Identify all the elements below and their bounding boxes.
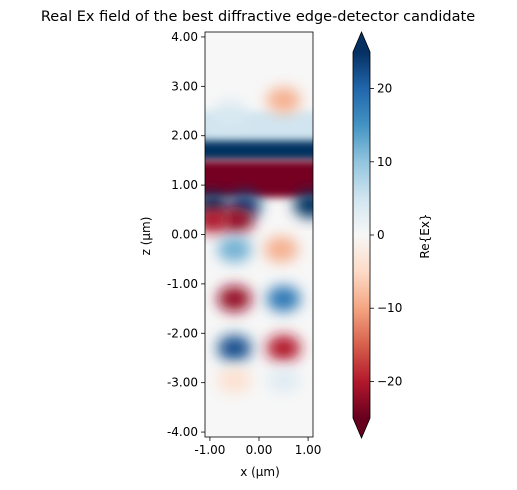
colorbar: [352, 30, 371, 440]
colorbar-outline: [352, 30, 371, 440]
field-lobe-4: [212, 100, 247, 127]
field-lobe-8: [219, 206, 254, 233]
colorbar-tick-label: −10: [377, 301, 402, 315]
y-tick-label: 0.00: [171, 228, 198, 242]
chart-title: Real Ex field of the best diffractive ed…: [41, 9, 475, 25]
y-axis-label: z (µm): [139, 217, 153, 256]
x-axis-label: x (µm): [240, 465, 280, 479]
y-tick-label: 1.00: [171, 178, 198, 192]
field-lobe-17: [266, 367, 301, 394]
colorbar-extend-min: [353, 418, 370, 438]
colorbar-label: Re{Ex}: [418, 213, 432, 258]
field-band-1: [205, 160, 313, 198]
field-lobe-7: [293, 191, 313, 218]
colorbar-extend-max: [353, 32, 370, 52]
field-lobe-3: [266, 87, 301, 114]
y-tick-label: -4.00: [167, 425, 198, 439]
y-tick-label: 3.00: [171, 79, 198, 93]
y-tick-label: -1.00: [167, 277, 198, 291]
field-lobe-12: [217, 285, 252, 312]
field-lobe-15: [266, 335, 301, 362]
colorbar-tick-label: 0: [377, 228, 385, 242]
colorbar-tick-label: 20: [377, 82, 392, 96]
heatmap-image: [205, 32, 313, 437]
colorbar-ticks: 20 10 0 −10 −20: [370, 82, 402, 388]
y-tick-label: -2.00: [167, 326, 198, 340]
field-lobe-10: [217, 236, 252, 263]
y-tick-label: -3.00: [167, 376, 198, 390]
y-tick-label: 4.00: [171, 30, 198, 44]
field-lobe-13: [266, 285, 301, 312]
y-tick-label: 2.00: [171, 129, 198, 143]
x-tick-label: -1.00: [194, 443, 225, 457]
x-tick-label: 0.00: [246, 443, 273, 457]
field-lobe-16: [217, 367, 252, 394]
field-lobe-14: [217, 335, 252, 362]
x-axis: -1.00 0.00 1.00: [194, 437, 321, 457]
field-lobe-9: [205, 206, 230, 233]
colorbar-tick-label: −20: [377, 374, 402, 388]
y-axis: 4.00 3.00 2.00 1.00 0.00 -1.00 -2.00 -3.00 -4.00: [167, 30, 205, 439]
x-tick-label: 1.00: [295, 443, 322, 457]
field-lobe-11: [264, 236, 299, 263]
colorbar-tick-label: 10: [377, 155, 392, 169]
field-band-2: [205, 111, 313, 141]
colorbar-gradient: [353, 52, 370, 418]
